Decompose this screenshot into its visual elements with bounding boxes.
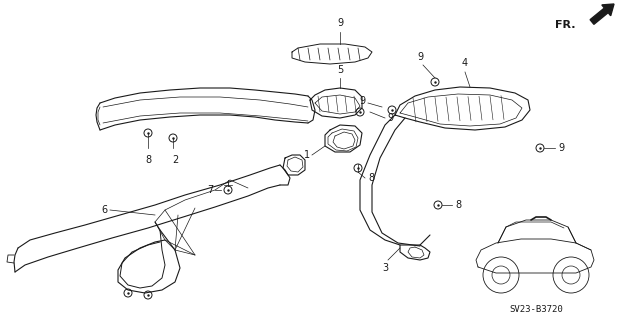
Text: 9: 9: [558, 143, 564, 153]
FancyArrow shape: [590, 4, 614, 24]
Text: 1: 1: [304, 150, 310, 160]
Text: 6: 6: [102, 205, 108, 215]
Text: 8: 8: [455, 200, 461, 210]
Text: FR.: FR.: [554, 20, 575, 30]
Text: 9: 9: [337, 18, 343, 28]
Text: 9: 9: [359, 96, 365, 106]
Text: 8: 8: [368, 173, 374, 183]
Text: 9: 9: [387, 113, 393, 123]
Text: 5: 5: [337, 65, 343, 75]
Text: 4: 4: [462, 58, 468, 68]
Text: SV23-B3720: SV23-B3720: [509, 305, 563, 314]
Text: 7: 7: [207, 185, 213, 195]
Text: 3: 3: [382, 263, 388, 273]
Text: 8: 8: [145, 155, 151, 165]
Text: 9: 9: [417, 52, 423, 62]
Text: 2: 2: [172, 155, 178, 165]
